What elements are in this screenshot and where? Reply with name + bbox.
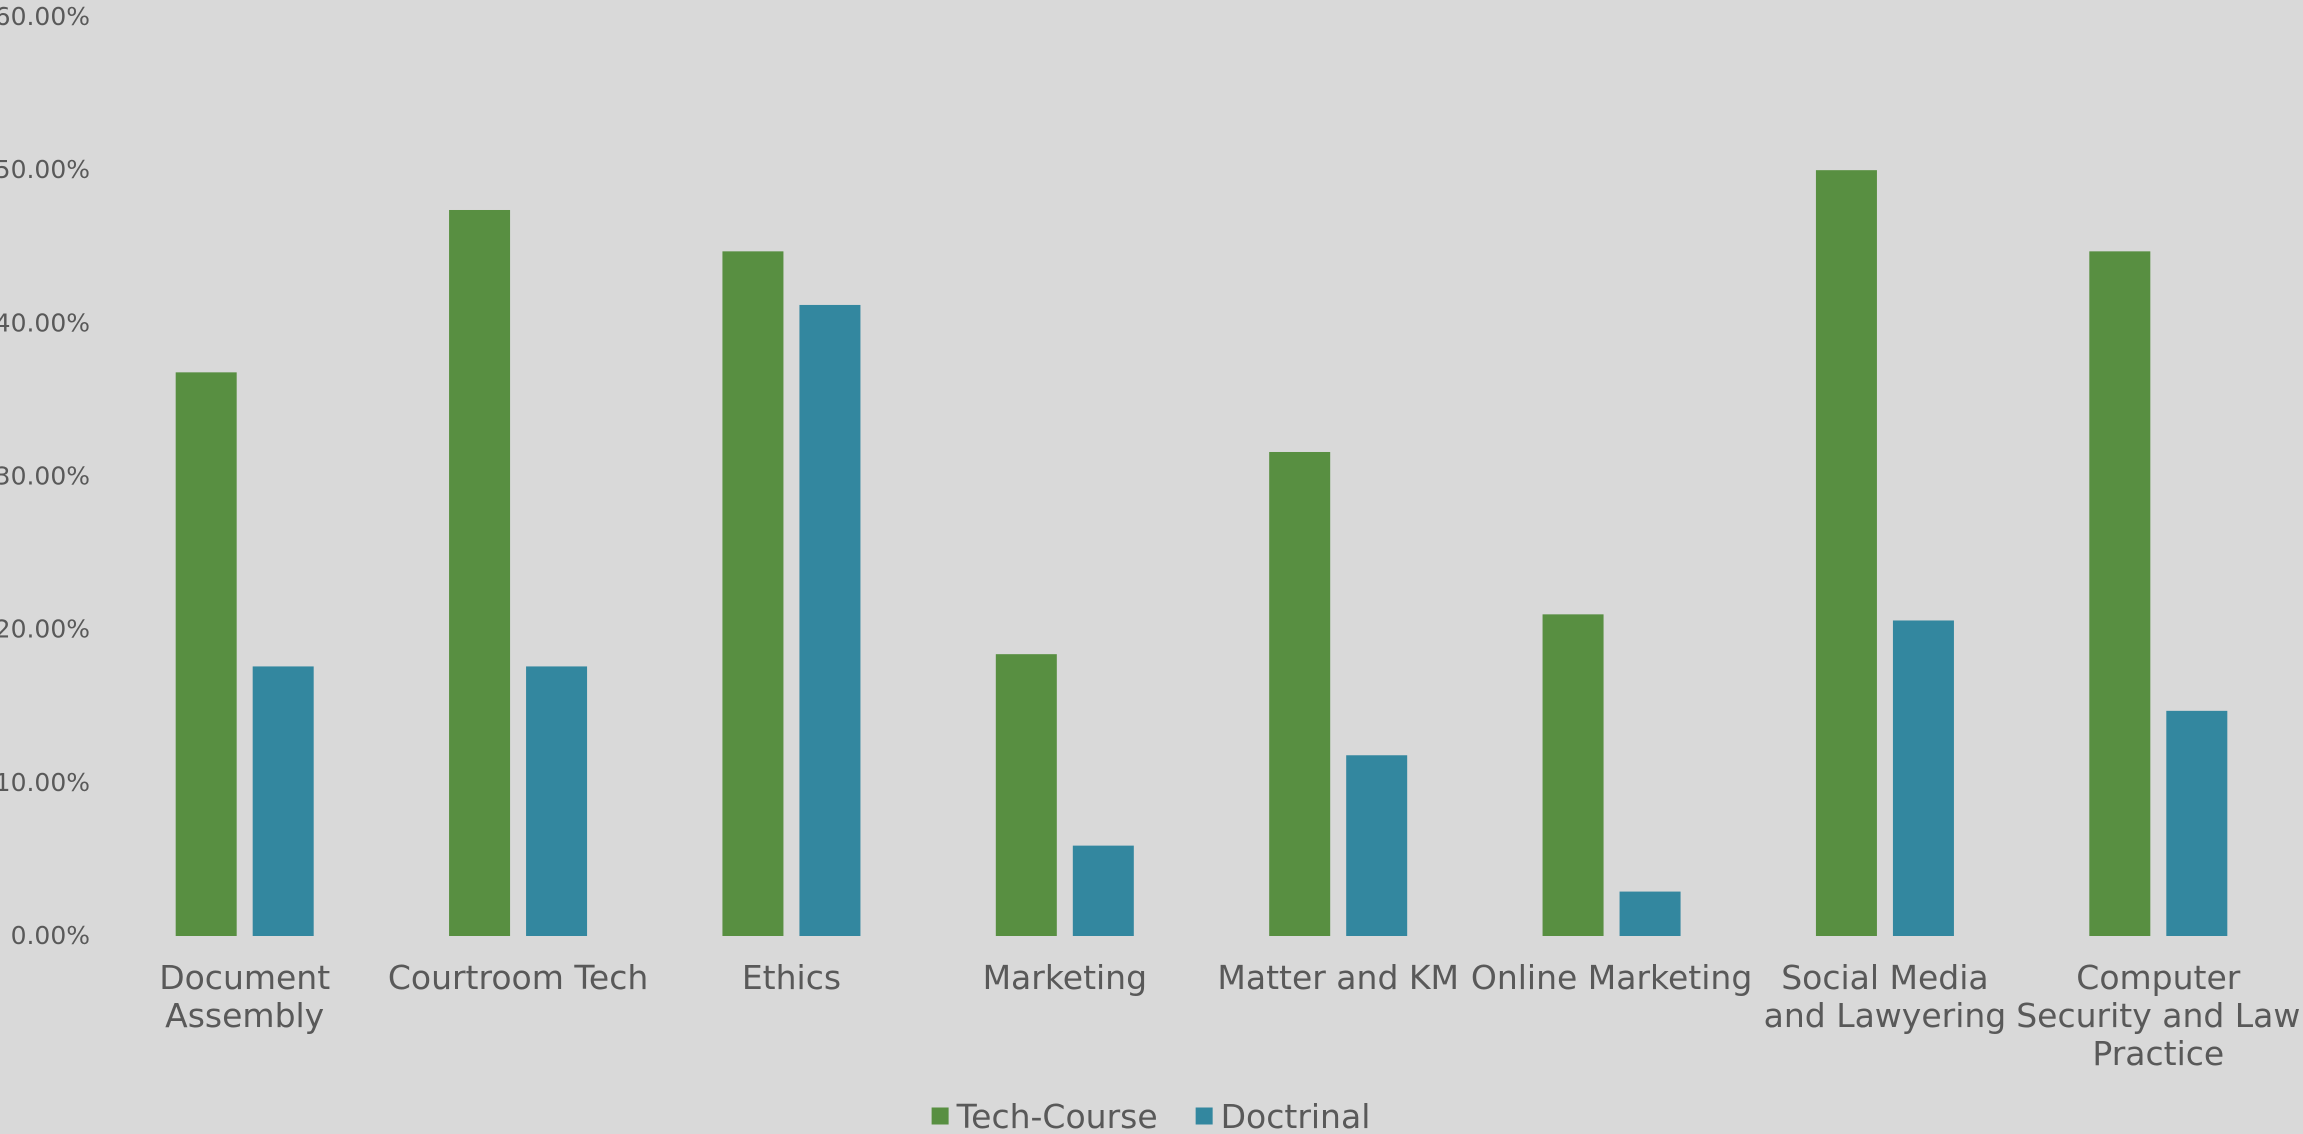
y-tick-label: 40.00% bbox=[0, 308, 90, 337]
x-tick-label: Marketing bbox=[983, 958, 1147, 997]
x-tick-label-line: Security and Law bbox=[2016, 996, 2300, 1035]
x-tick-label-line: and Lawyering bbox=[1764, 996, 2007, 1035]
bar-tech-course bbox=[175, 372, 237, 936]
x-tick-label: Document Assembly bbox=[159, 958, 330, 1035]
x-tick-label: Social Media and Lawyering bbox=[1764, 958, 2007, 1035]
x-tick-label-line: Marketing bbox=[983, 958, 1147, 997]
x-tick-label: Online Marketing bbox=[1471, 958, 1752, 997]
bar-tech-course bbox=[2089, 251, 2151, 937]
y-tick-label: 10.00% bbox=[0, 768, 90, 797]
bar-tech-course bbox=[995, 654, 1057, 936]
x-tick-label: Matter and KM bbox=[1217, 958, 1459, 997]
x-tick-label: Courtroom Tech bbox=[388, 958, 648, 997]
x-tick-label-line: Practice bbox=[2092, 1034, 2224, 1073]
x-tick-label-line: Courtroom Tech bbox=[388, 958, 648, 997]
x-tick-label-line: Matter and KM bbox=[1217, 958, 1459, 997]
legend-label: Doctrinal bbox=[1221, 1097, 1371, 1134]
bar-tech-course bbox=[1269, 451, 1331, 936]
y-tick-label: 50.00% bbox=[0, 155, 90, 184]
bars bbox=[175, 170, 2228, 937]
legend-swatch bbox=[931, 1107, 949, 1125]
bar-doctrinal bbox=[1892, 620, 1954, 936]
x-tick-label-line: Document bbox=[159, 958, 330, 997]
legend: Tech-Course Doctrinal bbox=[931, 1097, 1371, 1134]
x-axis: Document Assembly Courtroom Tech Ethics Mark… bbox=[159, 958, 2300, 1073]
y-tick-label: 60.00% bbox=[0, 2, 90, 31]
legend-swatch bbox=[1195, 1107, 1213, 1125]
x-tick-label-line: Ethics bbox=[742, 958, 841, 997]
bar-doctrinal bbox=[1072, 845, 1134, 936]
bar-doctrinal bbox=[252, 666, 314, 936]
x-tick-label: Computer Security and Law Practice bbox=[2016, 958, 2300, 1073]
bar-doctrinal bbox=[1346, 755, 1408, 936]
y-axis: 0.00% 10.00% 20.00% 30.00% 40.00% 50.00% 60.00… bbox=[0, 2, 90, 950]
legend-label: Tech-Course bbox=[956, 1097, 1158, 1134]
y-tick-label: 20.00% bbox=[0, 615, 90, 644]
x-tick-label-line: Online Marketing bbox=[1471, 958, 1752, 997]
bar-doctrinal bbox=[1619, 891, 1681, 936]
bar-doctrinal bbox=[526, 666, 588, 936]
bar-tech-course bbox=[1815, 170, 1877, 936]
x-tick-label: Ethics bbox=[742, 958, 841, 997]
x-tick-label-line: Computer bbox=[2076, 958, 2240, 997]
y-tick-label: 0.00% bbox=[11, 921, 90, 950]
x-tick-label-line: Social Media bbox=[1781, 958, 1988, 997]
bar-tech-course bbox=[1542, 614, 1604, 936]
y-tick-label: 30.00% bbox=[0, 462, 90, 491]
bar-doctrinal bbox=[799, 304, 861, 936]
bar-tech-course bbox=[449, 209, 511, 937]
bar-doctrinal bbox=[2166, 710, 2228, 936]
x-tick-label-line: Assembly bbox=[165, 996, 324, 1035]
bar-tech-course bbox=[722, 251, 784, 937]
